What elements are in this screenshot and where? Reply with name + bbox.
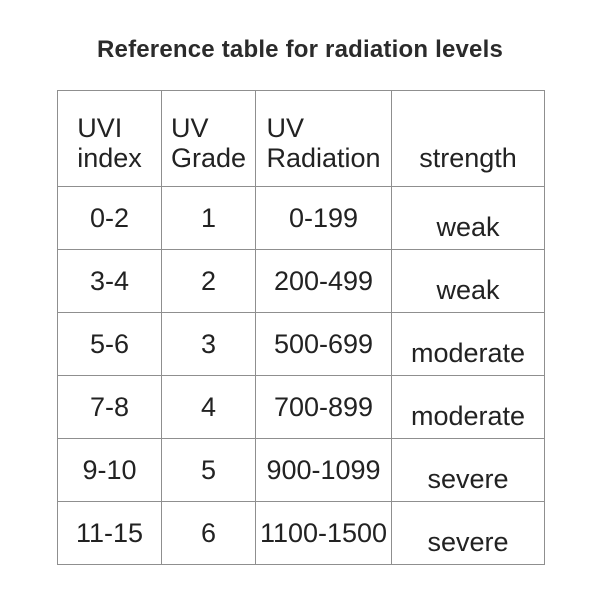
header-radiation-line2: Radiation (266, 143, 381, 173)
cell-uv-grade: 4 (161, 375, 256, 439)
header-uvi-line1: UVI (77, 113, 123, 143)
cell-uv-grade: 5 (161, 438, 256, 502)
table-row: 5-6 3 500-699 moderate (57, 312, 545, 376)
header-radiation-line1: UV (266, 113, 304, 143)
cell-strength: moderate (391, 375, 545, 439)
cell-uv-radiation: 1100-1500 (255, 501, 392, 565)
column-header-uv-grade: UV Grade (161, 90, 256, 187)
header-uvi-line2: index (77, 143, 142, 173)
cell-uv-grade: 6 (161, 501, 256, 565)
table-row: 11-15 6 1100-1500 severe (57, 501, 545, 565)
table-row: 7-8 4 700-899 moderate (57, 375, 545, 439)
table-row: 3-4 2 200-499 weak (57, 249, 545, 313)
cell-uvi-index: 5-6 (57, 312, 162, 376)
radiation-reference-table: UVI index UV Grade UV Radiation strength (57, 90, 545, 565)
table-header-row: UVI index UV Grade UV Radiation strength (57, 90, 545, 187)
cell-uvi-index: 3-4 (57, 249, 162, 313)
cell-strength: severe (391, 438, 545, 502)
cell-strength: weak (391, 186, 545, 250)
cell-uvi-index: 7-8 (57, 375, 162, 439)
column-header-strength: strength (391, 90, 545, 187)
page-title: Reference table for radiation levels (96, 36, 503, 63)
cell-uv-radiation: 700-899 (255, 375, 392, 439)
cell-strength: severe (391, 501, 545, 565)
column-header-uvi-index: UVI index (57, 90, 162, 187)
header-grade-line1: UV (170, 113, 209, 143)
header-strength-line1: strength (419, 143, 517, 173)
cell-uv-radiation: 900-1099 (255, 438, 392, 502)
column-header-uv-radiation: UV Radiation (255, 90, 392, 187)
cell-uv-radiation: 500-699 (255, 312, 392, 376)
cell-uv-grade: 1 (161, 186, 256, 250)
cell-uv-radiation: 0-199 (255, 186, 392, 250)
cell-uv-grade: 3 (161, 312, 256, 376)
cell-uvi-index: 9-10 (57, 438, 162, 502)
cell-uv-grade: 2 (161, 249, 256, 313)
table-row: 9-10 5 900-1099 severe (57, 438, 545, 502)
cell-strength: moderate (391, 312, 545, 376)
cell-strength: weak (391, 249, 545, 313)
cell-uvi-index: 0-2 (57, 186, 162, 250)
cell-uv-radiation: 200-499 (255, 249, 392, 313)
table-row: 0-2 1 0-199 weak (57, 186, 545, 250)
header-grade-line2: Grade (170, 143, 247, 173)
cell-uvi-index: 11-15 (57, 501, 162, 565)
